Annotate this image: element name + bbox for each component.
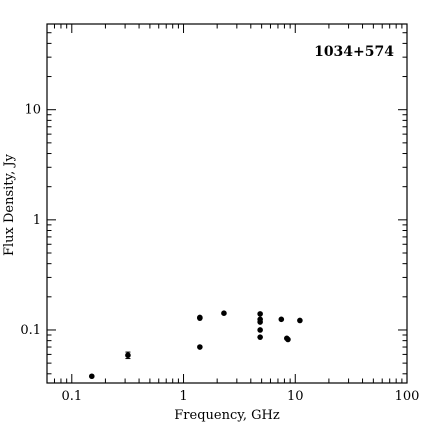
data-point (257, 311, 263, 317)
data-point (278, 316, 285, 323)
y-tick-label: 0.1 (20, 323, 41, 338)
data-points (88, 310, 303, 380)
y-tick-label: 10 (24, 103, 41, 118)
y-axis-title: Flux Density, Jy (2, 153, 17, 256)
data-point (297, 317, 303, 324)
data-point (221, 310, 227, 316)
plot-title: 1034+574 (314, 44, 394, 60)
data-point (197, 314, 203, 321)
data-point (257, 327, 263, 333)
y-axis-ticks: 0.1 1 10 (20, 23, 407, 375)
x-tick-label: 0.1 (61, 389, 82, 404)
x-tick-label: 10 (287, 389, 304, 404)
x-axis-ticks: 0.1 1 10 100 (46, 24, 420, 404)
y-tick-label: 1 (33, 213, 41, 228)
data-point (197, 344, 203, 350)
data-point (257, 334, 263, 340)
data-point (257, 319, 263, 325)
data-point (88, 373, 95, 380)
plot-axes (46, 23, 408, 384)
x-tick-label: 100 (395, 389, 420, 404)
x-tick-label: 1 (179, 389, 187, 404)
data-point (125, 352, 131, 359)
x-axis-title: Frequency, GHz (174, 408, 280, 423)
data-point (285, 336, 291, 343)
plot-frame (46, 23, 408, 384)
